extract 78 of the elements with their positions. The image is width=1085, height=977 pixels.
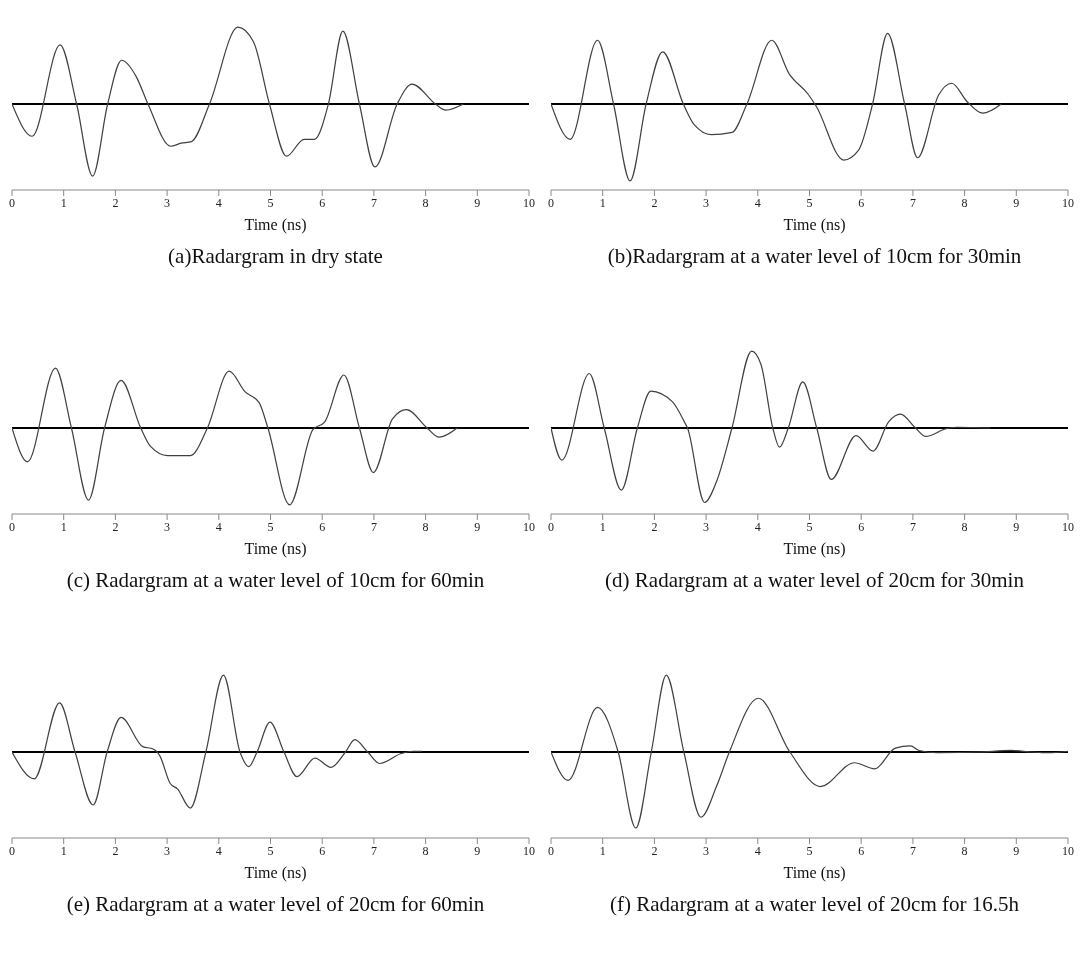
x-tick-label: 3 bbox=[703, 195, 710, 210]
text: (f) Radargram at a water level of 20cm for 16.5h bbox=[609, 892, 1020, 917]
text: (e) Radargram at a water level of 20cm for 60min bbox=[65, 892, 486, 917]
x-tick-label: 10 bbox=[1062, 843, 1074, 858]
x-tick-label: 0 bbox=[9, 519, 15, 534]
x-tick-label: 1 bbox=[599, 519, 606, 534]
x-axis-title: Time (ns) bbox=[783, 216, 846, 234]
x-tick-label: 4 bbox=[215, 519, 222, 534]
x-tick-label: 2 bbox=[651, 519, 658, 534]
x-tick-label: 7 bbox=[370, 843, 377, 858]
x-tick-label: 7 bbox=[909, 195, 916, 210]
x-tick-label: 1 bbox=[599, 843, 606, 858]
x-tick-label: 9 bbox=[1013, 195, 1020, 210]
x-axis-title: Time (ns) bbox=[244, 864, 307, 882]
x-tick-label: 10 bbox=[1062, 195, 1074, 210]
x-tick-label: 9 bbox=[1013, 519, 1020, 534]
x-tick-label: 4 bbox=[754, 843, 761, 858]
x-tick-label: 9 bbox=[1013, 843, 1020, 858]
x-tick-label: 2 bbox=[112, 519, 119, 534]
x-tick-label: 0 bbox=[548, 519, 554, 534]
x-tick-label: 7 bbox=[370, 195, 377, 210]
x-tick-label: 0 bbox=[548, 843, 554, 858]
x-tick-label: 5 bbox=[267, 843, 274, 858]
text: (a)Radargram in dry state bbox=[167, 244, 384, 269]
text: (d) Radargram at a water level of 20cm for 30min bbox=[604, 568, 1025, 593]
x-axis-title: Time (ns) bbox=[244, 540, 307, 558]
x-tick-label: 7 bbox=[909, 519, 916, 534]
x-tick-label: 5 bbox=[806, 519, 813, 534]
x-axis-title: Time (ns) bbox=[244, 216, 307, 234]
x-tick-label: 3 bbox=[703, 843, 710, 858]
x-tick-label: 8 bbox=[961, 843, 968, 858]
x-tick-label: 7 bbox=[370, 519, 377, 534]
x-tick-label: 2 bbox=[112, 843, 119, 858]
text: (b)Radargram at a water level of 10cm for 30min bbox=[606, 244, 1023, 269]
x-tick-label: 6 bbox=[319, 843, 326, 858]
x-tick-label: 5 bbox=[806, 195, 813, 210]
x-tick-label: 10 bbox=[523, 195, 535, 210]
x-tick-label: 3 bbox=[703, 519, 710, 534]
x-tick-label: 10 bbox=[523, 519, 535, 534]
x-tick-label: 9 bbox=[474, 843, 481, 858]
x-tick-label: 6 bbox=[319, 519, 326, 534]
x-tick-label: 4 bbox=[215, 195, 222, 210]
x-axis-title: Time (ns) bbox=[783, 864, 846, 882]
x-tick-label: 2 bbox=[651, 843, 658, 858]
x-axis-title: Time (ns) bbox=[783, 540, 846, 558]
x-tick-label: 3 bbox=[164, 843, 171, 858]
x-tick-label: 8 bbox=[422, 195, 429, 210]
x-tick-label: 5 bbox=[267, 195, 274, 210]
x-tick-label: 2 bbox=[651, 195, 658, 210]
x-tick-label: 2 bbox=[112, 195, 119, 210]
x-tick-label: 4 bbox=[215, 843, 222, 858]
x-tick-label: 8 bbox=[422, 843, 429, 858]
x-tick-label: 7 bbox=[909, 843, 916, 858]
x-tick-label: 0 bbox=[9, 195, 15, 210]
x-tick-label: 10 bbox=[1062, 519, 1074, 534]
x-tick-label: 9 bbox=[474, 195, 481, 210]
x-tick-label: 3 bbox=[164, 519, 171, 534]
x-tick-label: 9 bbox=[474, 519, 481, 534]
x-tick-label: 10 bbox=[523, 843, 535, 858]
x-tick-label: 8 bbox=[961, 519, 968, 534]
x-tick-label: 6 bbox=[319, 195, 326, 210]
x-tick-label: 6 bbox=[858, 195, 865, 210]
x-tick-label: 5 bbox=[267, 519, 274, 534]
x-tick-label: 1 bbox=[60, 195, 67, 210]
x-tick-label: 1 bbox=[60, 843, 67, 858]
x-tick-label: 8 bbox=[961, 195, 968, 210]
x-tick-label: 6 bbox=[858, 519, 865, 534]
x-tick-label: 4 bbox=[754, 195, 761, 210]
x-tick-label: 6 bbox=[858, 843, 865, 858]
x-tick-label: 4 bbox=[754, 519, 761, 534]
x-tick-label: 8 bbox=[422, 519, 429, 534]
text: (c) Radargram at a water level of 10cm for 60min bbox=[65, 568, 486, 593]
x-tick-label: 1 bbox=[60, 519, 67, 534]
x-tick-label: 3 bbox=[164, 195, 171, 210]
x-tick-label: 5 bbox=[806, 843, 813, 858]
x-tick-label: 0 bbox=[9, 843, 15, 858]
x-tick-label: 1 bbox=[599, 195, 606, 210]
x-tick-label: 0 bbox=[548, 195, 554, 210]
